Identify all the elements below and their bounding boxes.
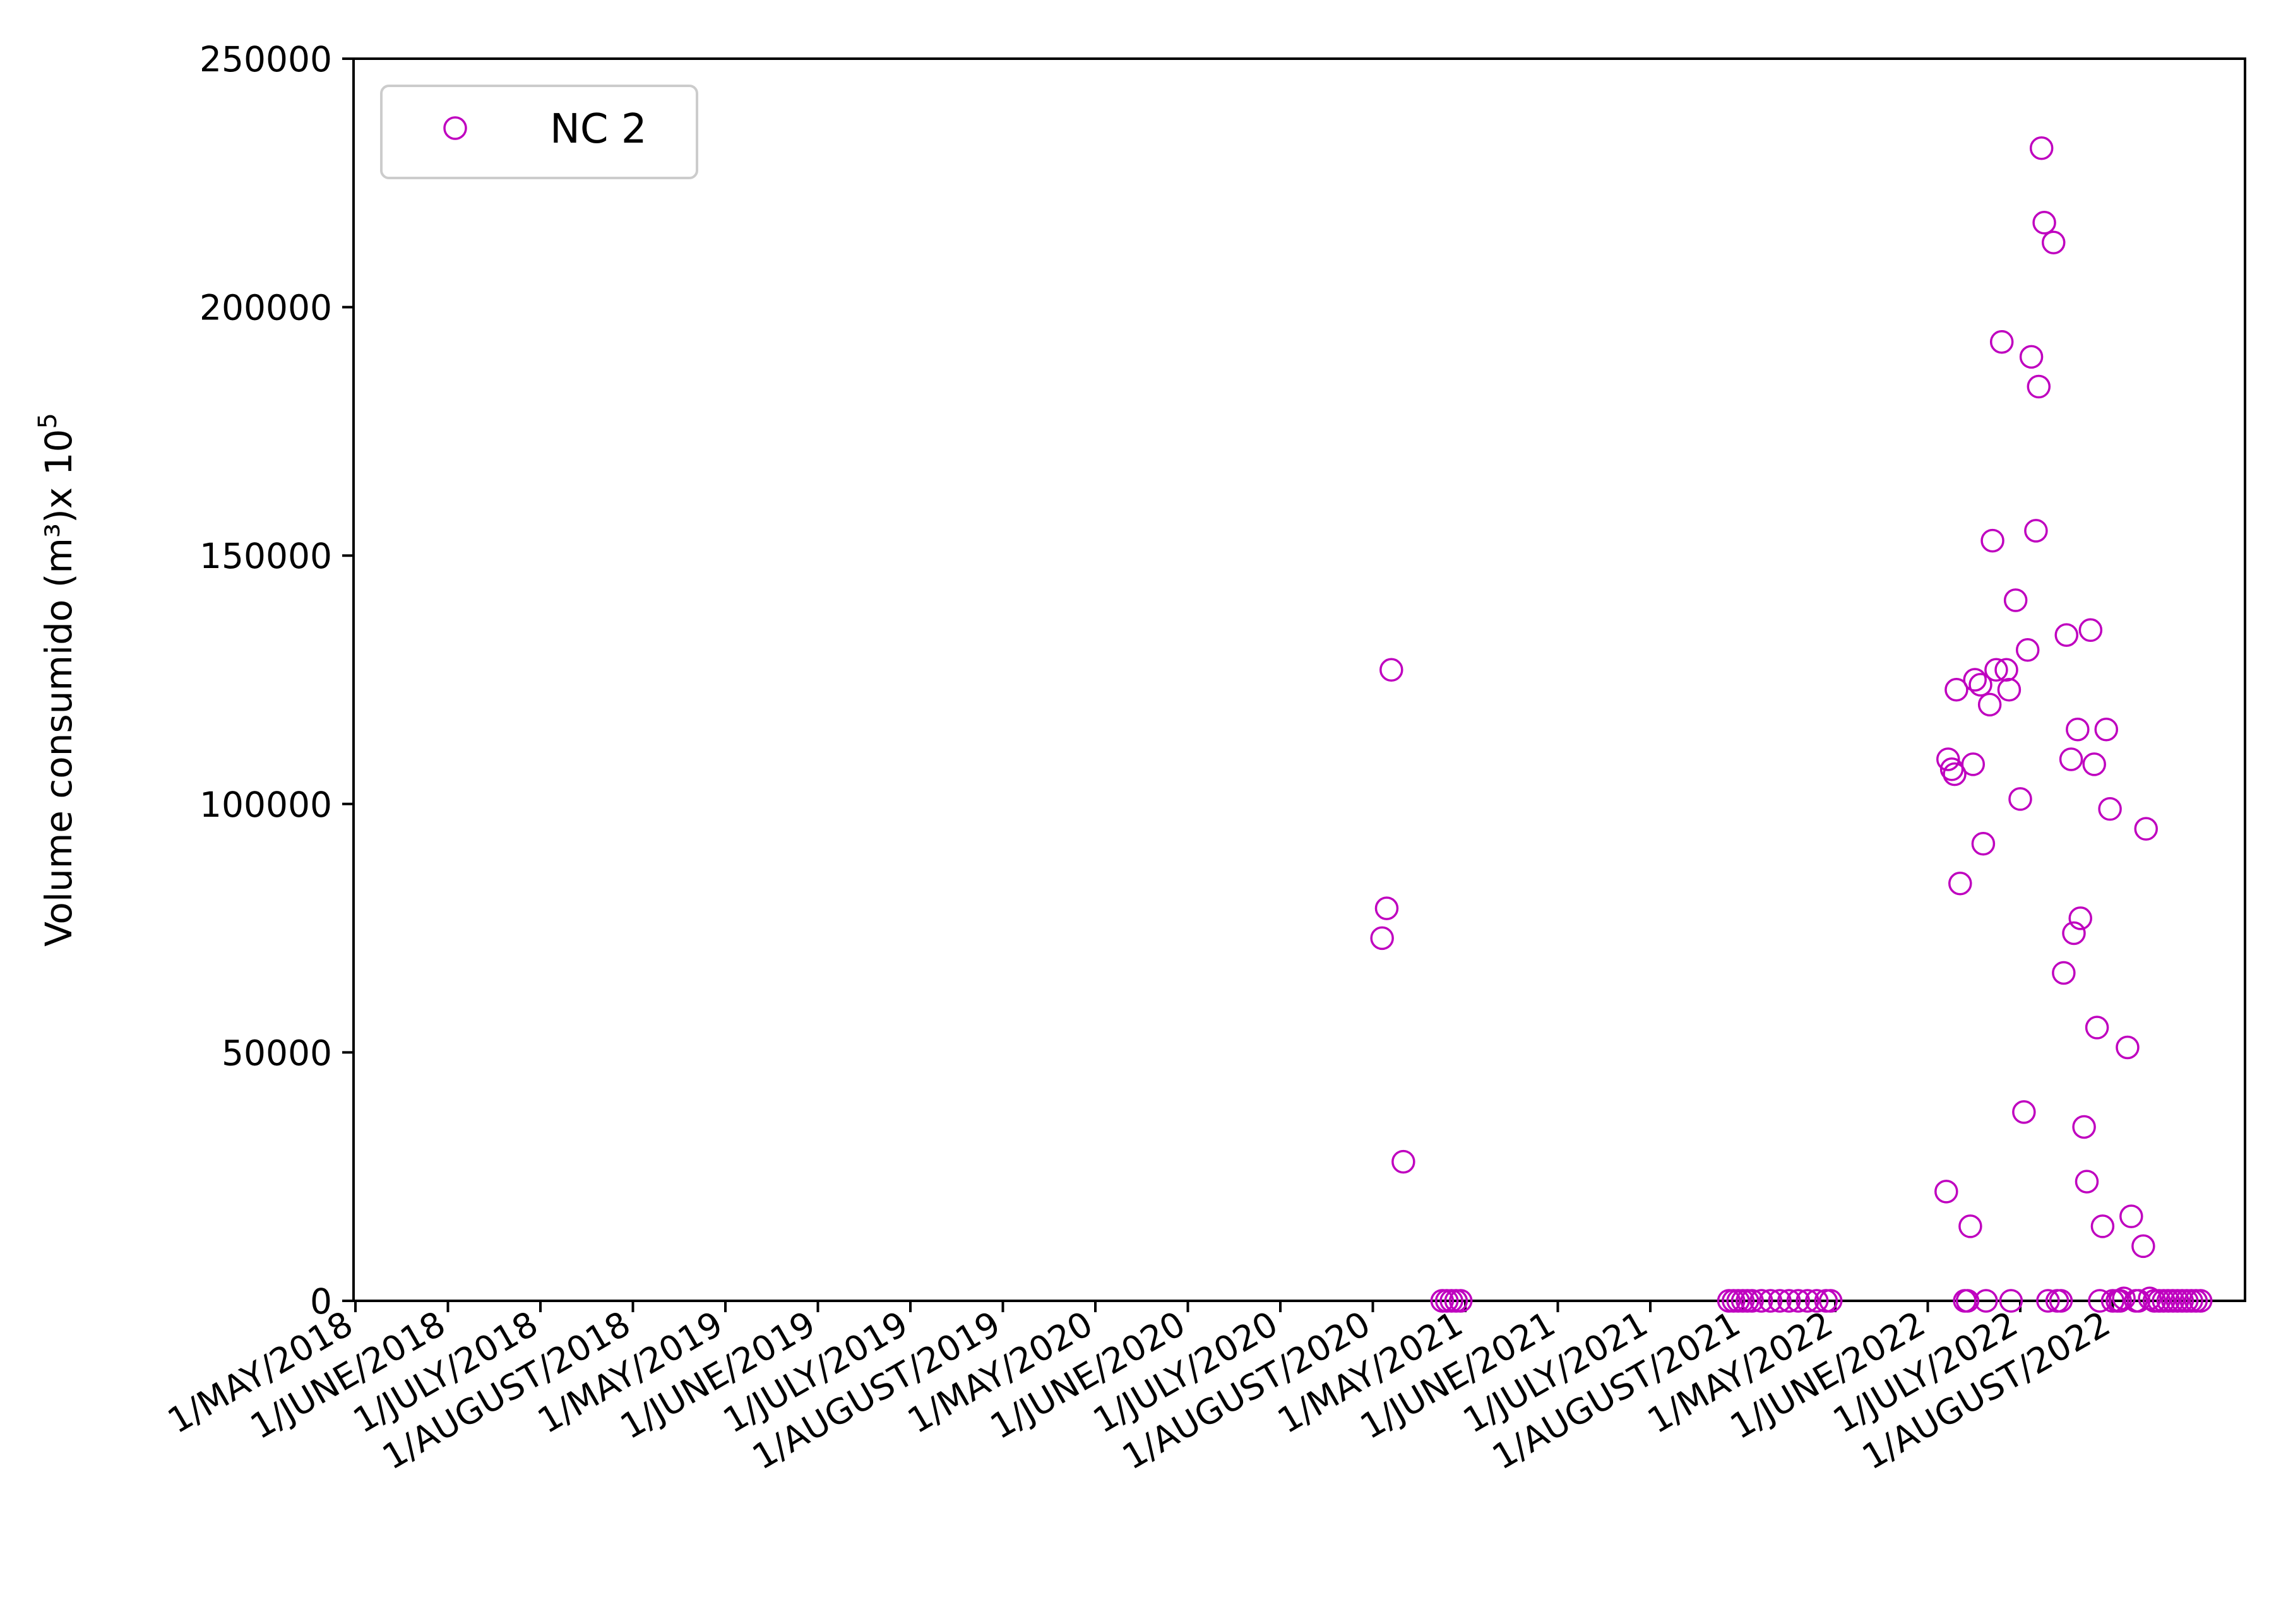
data-point bbox=[2072, 1115, 2096, 1139]
data-point bbox=[2082, 752, 2106, 776]
y-tick-label: 100000 bbox=[200, 785, 332, 825]
legend-marker bbox=[443, 116, 467, 140]
data-point bbox=[2116, 1035, 2140, 1060]
plot-frame bbox=[352, 57, 2246, 1302]
data-point bbox=[2188, 1289, 2213, 1313]
data-point bbox=[1777, 1289, 1801, 1313]
data-point bbox=[1448, 1289, 1473, 1313]
data-point bbox=[2119, 1204, 2143, 1228]
data-point bbox=[1749, 1289, 1773, 1313]
data-point bbox=[1989, 329, 2014, 354]
data-point bbox=[1818, 1289, 1843, 1313]
data-point bbox=[1804, 1289, 1829, 1313]
data-point bbox=[2012, 1100, 2036, 1124]
data-point bbox=[2015, 638, 2040, 662]
data-point bbox=[2027, 374, 2051, 399]
data-point bbox=[2131, 1234, 2155, 1259]
data-point bbox=[2138, 1286, 2162, 1310]
data-point bbox=[2049, 1289, 2073, 1313]
data-point bbox=[2066, 717, 2090, 742]
data-point bbox=[1391, 1149, 1415, 1174]
data-point bbox=[1374, 896, 1399, 920]
data-point bbox=[2029, 136, 2054, 160]
data-point bbox=[1971, 832, 1996, 856]
data-point bbox=[2134, 817, 2158, 841]
data-point bbox=[1936, 747, 1960, 771]
data-point bbox=[1974, 1289, 1998, 1313]
legend: NC 2 bbox=[380, 85, 698, 179]
y-tick-label: 150000 bbox=[200, 536, 332, 576]
legend-label: NC 2 bbox=[550, 106, 647, 153]
data-point bbox=[2059, 747, 2083, 771]
data-point bbox=[2088, 1289, 2112, 1313]
data-point bbox=[2052, 961, 2076, 985]
data-point bbox=[2068, 906, 2092, 930]
data-point bbox=[1977, 692, 2002, 717]
y-tick-label: 0 bbox=[310, 1281, 332, 1322]
data-point bbox=[1958, 1214, 1982, 1238]
data-point bbox=[2094, 717, 2118, 742]
data-point bbox=[2108, 1289, 2132, 1313]
data-point bbox=[2036, 1289, 2060, 1313]
data-point bbox=[1740, 1289, 1764, 1313]
data-point bbox=[1786, 1289, 1811, 1313]
y-axis-label: Volume consumido (m³)x 105 bbox=[33, 413, 80, 947]
data-point bbox=[1944, 677, 1968, 702]
y-tick-label: 50000 bbox=[222, 1033, 332, 1073]
data-point bbox=[1943, 762, 1967, 786]
data-point bbox=[2090, 1214, 2115, 1238]
plot-area bbox=[352, 57, 2246, 1302]
data-point bbox=[1934, 1180, 1958, 1204]
data-point bbox=[2041, 230, 2066, 255]
y-tick-label: 250000 bbox=[200, 39, 332, 80]
data-point bbox=[1999, 1289, 2023, 1313]
data-point bbox=[1758, 1289, 1783, 1313]
data-point bbox=[1955, 1289, 1980, 1313]
data-point bbox=[2003, 588, 2028, 612]
data-point bbox=[1948, 872, 1972, 896]
data-point bbox=[1796, 1289, 1819, 1313]
data-point bbox=[2019, 345, 2044, 369]
data-point bbox=[2054, 623, 2078, 647]
data-point bbox=[1961, 752, 1986, 776]
data-point bbox=[2112, 1286, 2136, 1310]
y-axis-label-exponent: 5 bbox=[33, 413, 63, 429]
x-axis: 1/MAY/20181/JUNE/20181/JULY/20181/AUGUST… bbox=[161, 1301, 2117, 1478]
data-point bbox=[1968, 673, 1992, 697]
data-point bbox=[2062, 921, 2086, 945]
series-points bbox=[1370, 136, 2213, 1313]
data-point bbox=[1994, 658, 2018, 682]
data-point bbox=[1963, 668, 1987, 692]
y-tick-label: 200000 bbox=[200, 288, 332, 328]
data-point bbox=[2032, 211, 2056, 235]
data-point bbox=[2126, 1289, 2151, 1313]
data-point bbox=[2078, 618, 2103, 643]
data-point bbox=[1379, 658, 1403, 682]
data-point bbox=[2098, 797, 2122, 821]
data-point bbox=[1980, 528, 2004, 553]
data-point bbox=[1370, 926, 1394, 951]
data-point bbox=[2075, 1170, 2099, 1194]
legend-box bbox=[380, 85, 698, 179]
data-point bbox=[2008, 787, 2032, 811]
data-point bbox=[2085, 1016, 2109, 1040]
data-point bbox=[2024, 519, 2048, 543]
data-point bbox=[1997, 677, 2022, 702]
data-point bbox=[1768, 1289, 1792, 1313]
y-axis: 0 50000 100000 150000 200000 250000 bbox=[200, 39, 354, 1322]
data-point bbox=[1984, 658, 2008, 682]
